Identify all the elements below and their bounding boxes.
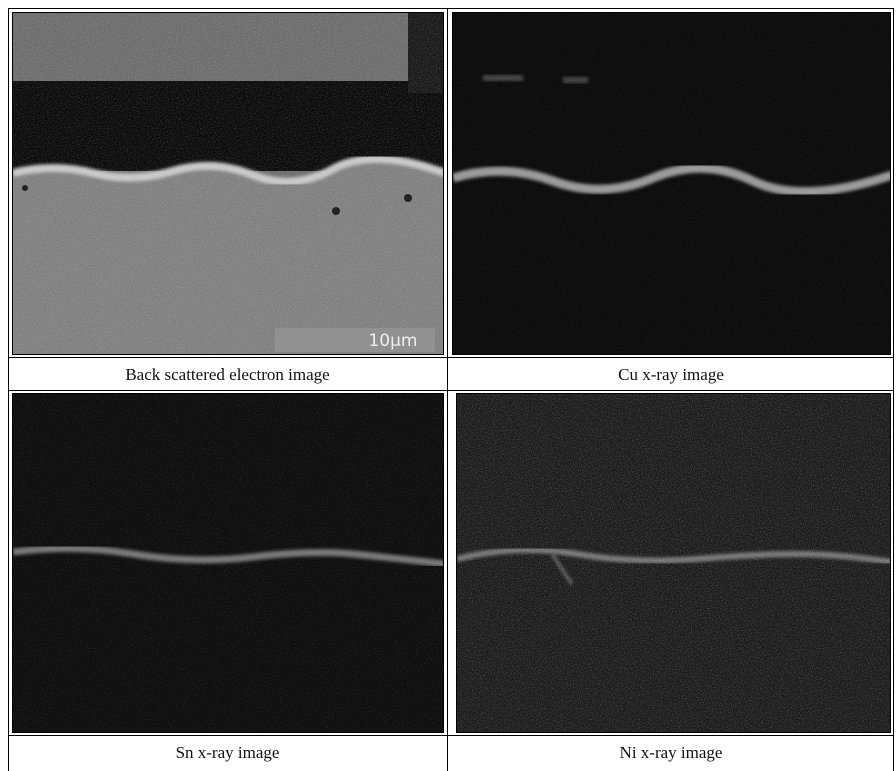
caption: Sn x-ray image [8,736,447,769]
scale-bar-label: 10μm [368,331,417,351]
page: 10μm Back scattered electron image Cu x-… [0,0,896,771]
ni-image [456,393,891,733]
cu-image [452,12,891,355]
caption: Cu x-ray image [448,358,894,391]
sn-image [12,393,444,733]
caption: Ni x-ray image [448,736,894,769]
caption: Back scattered electron image [8,358,447,391]
bse-image: 10μm [12,12,444,355]
